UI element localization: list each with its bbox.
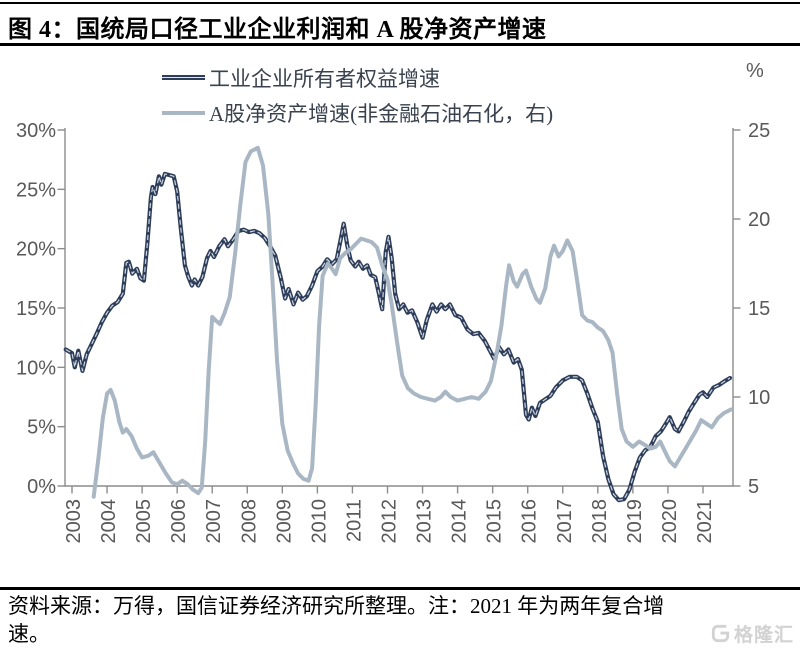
chart-legend: 工业企业所有者权益增速 A股净资产增速(非金融石油石化，右) (162, 60, 553, 130)
axes (57, 128, 741, 494)
x-axis-label: 2003 (63, 499, 85, 544)
legend-line-swatch-navy (162, 75, 205, 80)
left-axis-label: 5% (27, 417, 56, 439)
x-axis-label: 2021 (694, 499, 716, 544)
x-axis-label: 2016 (519, 499, 541, 544)
x-axis-label: 2013 (414, 499, 436, 544)
x-axis-label: 2014 (449, 499, 471, 544)
legend-label-industrial-equity: 工业企业所有者权益增速 (209, 66, 440, 91)
x-axis-label: 2019 (624, 499, 646, 544)
legend-line-swatch-gray (162, 110, 205, 115)
x-axis-label: 2008 (238, 499, 260, 544)
legend-item-industrial-equity: 工业企业所有者权益增速 (162, 60, 553, 95)
x-axis-label: 2006 (168, 499, 190, 544)
source-note-line1: 资料来源：万得，国信证券经济研究所整理。注：2021 年为两年复合增 (8, 594, 665, 618)
x-axis-label: 2018 (589, 499, 611, 544)
legend-label-a-share: A股净资产增速(非金融石油石化，右) (209, 101, 554, 126)
left-axis-label: 30% (16, 120, 56, 142)
x-axis-label: 2012 (378, 499, 400, 544)
gelonghui-watermark: 格隆汇 (710, 620, 794, 647)
source-note: 资料来源：万得，国信证券经济研究所整理。注：2021 年为两年复合增 速。 (8, 592, 794, 648)
right-axis-label: 20 (748, 209, 770, 231)
left-axis-label: 25% (16, 179, 56, 201)
left-axis-label: 10% (16, 357, 56, 379)
legend-item-a-share: A股净资产增速(非金融石油石化，右) (162, 95, 553, 130)
title-underline-rule (0, 43, 800, 46)
x-axis-label: 2007 (203, 499, 225, 544)
left-axis-label: 20% (16, 239, 56, 261)
x-axis-label: 2009 (273, 499, 295, 544)
right-axis-label: 5 (748, 476, 759, 498)
x-axis-label: 2015 (484, 499, 506, 543)
axis-frame (64, 128, 734, 487)
right-axis-label: 25 (748, 120, 770, 142)
x-axis-label: 2005 (133, 499, 155, 544)
x-axis-label: 2004 (98, 499, 120, 544)
gelonghui-logo-icon (711, 624, 730, 643)
right-axis-label: 15 (748, 298, 770, 320)
x-axis-label: 2011 (343, 499, 365, 542)
left-axis-label: 0% (27, 476, 56, 498)
right-axis-label: 10 (748, 387, 770, 409)
top-border-rule (0, 2, 800, 4)
footer-divider-rule (0, 587, 800, 590)
source-note-line2: 速。 (8, 622, 50, 646)
x-axis-label: 2017 (554, 499, 576, 544)
series-industrial-equity-line-core-highlight (65, 173, 731, 501)
left-axis-label: 15% (16, 298, 56, 320)
figure-title: 图 4：国统局口径工业企业利润和 A 股净资产增速 (8, 17, 547, 43)
series-a-share-net-asset-line (91, 145, 733, 499)
right-axis-unit-label: % (746, 60, 764, 82)
x-axis-label: 2020 (659, 499, 681, 544)
gelonghui-watermark-text: 格隆汇 (733, 625, 794, 646)
x-axis-label: 2010 (308, 499, 330, 544)
